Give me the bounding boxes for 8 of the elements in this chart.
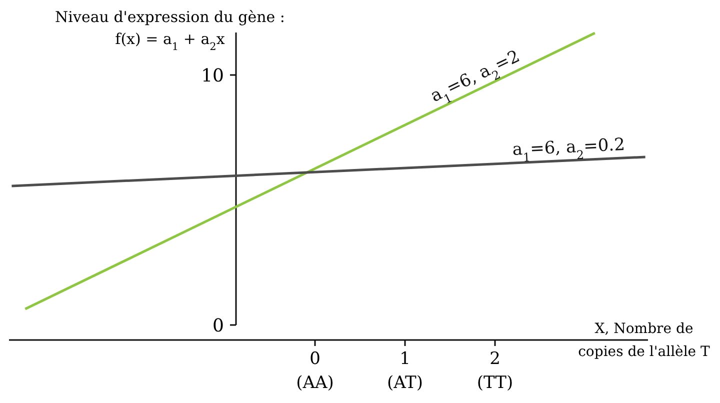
x-tick-label: 1 (AT) <box>387 349 423 393</box>
x-tick-label: 0 (AA) <box>296 349 334 393</box>
x-axis-title: X, Nombre de copies de l'allèle T <box>578 321 711 360</box>
y-tick-label: 10 <box>201 65 224 86</box>
y-tick-label: 0 <box>212 315 224 336</box>
x-tick-label: 2 (TT) <box>476 349 514 393</box>
y-axis-title: Niveau d'expression du gène : f(x) = a$_{1}$ + a$_{2}$x <box>55 8 285 53</box>
series-label: a$_{1}$=6, a$_{2}$=0.2 <box>512 134 626 165</box>
